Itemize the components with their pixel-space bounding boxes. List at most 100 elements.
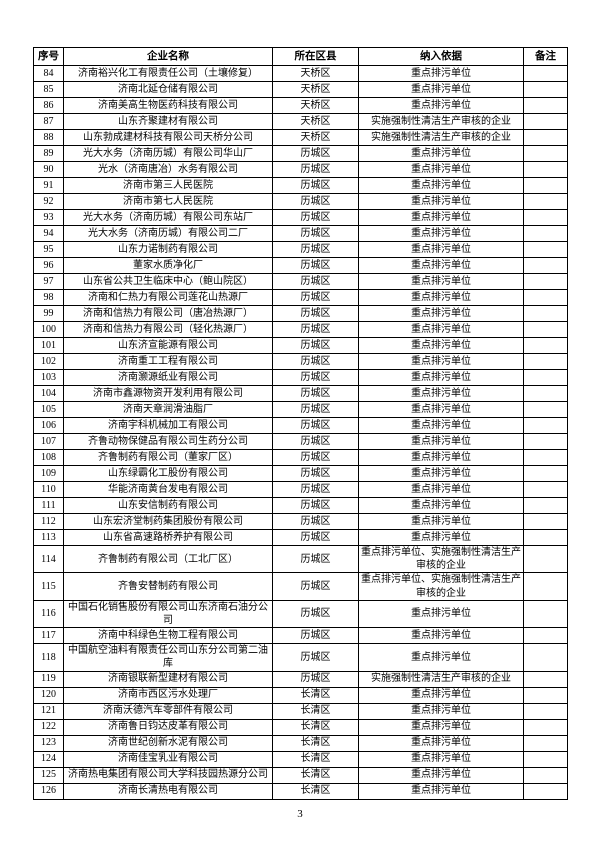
- cell-remark: [523, 782, 568, 800]
- cell-remark: [523, 686, 568, 704]
- table-row: 91 济南市第三人民医院 历城区 重点排污单位: [33, 177, 568, 194]
- cell-district: 长清区: [272, 766, 359, 784]
- cell-remark: [523, 145, 568, 162]
- column-header-remark: 备注: [523, 47, 568, 66]
- cell-remark: [523, 129, 568, 146]
- column-header-no: 序号: [33, 47, 64, 66]
- cell-remark: [523, 481, 568, 498]
- cell-company-name: 济南鲁日钧达皮革有限公司: [63, 718, 273, 736]
- cell-basis: 重点排污单位: [358, 369, 524, 386]
- cell-remark: [523, 289, 568, 306]
- table-row: 98 济南和仁热力有限公司莲花山热源厂 历城区 重点排污单位: [33, 289, 568, 306]
- cell-no: 108: [33, 449, 64, 466]
- table-row: 126 济南长清热电有限公司 长清区 重点排污单位: [33, 782, 568, 800]
- cell-no: 90: [33, 161, 64, 178]
- cell-company-name: 山东齐聚建材有限公司: [63, 113, 273, 130]
- cell-basis: 重点排污单位: [358, 337, 524, 354]
- cell-company-name: 济南市西区污水处理厂: [63, 686, 273, 704]
- cell-remark: [523, 766, 568, 784]
- cell-remark: [523, 225, 568, 242]
- cell-remark: [523, 643, 568, 672]
- cell-district: 历城区: [272, 241, 359, 258]
- cell-no: 119: [33, 670, 64, 688]
- cell-basis: 重点排污单位: [358, 209, 524, 226]
- cell-no: 103: [33, 369, 64, 386]
- cell-district: 历城区: [272, 321, 359, 338]
- cell-remark: [523, 321, 568, 338]
- cell-company-name: 济南世纪创新水泥有限公司: [63, 734, 273, 752]
- cell-remark: [523, 113, 568, 130]
- cell-no: 86: [33, 97, 64, 114]
- cell-company-name: 济南市鑫源物资开发利用有限公司: [63, 385, 273, 402]
- cell-remark: [523, 81, 568, 98]
- table-row: 95 山东力诺制药有限公司 历城区 重点排污单位: [33, 241, 568, 258]
- cell-basis: 重点排污单位: [358, 449, 524, 466]
- cell-no: 102: [33, 353, 64, 370]
- cell-district: 天桥区: [272, 65, 359, 82]
- cell-remark: [523, 369, 568, 386]
- cell-remark: [523, 572, 568, 601]
- table-row: 122 济南鲁日钧达皮革有限公司 长清区 重点排污单位: [33, 718, 568, 736]
- cell-company-name: 中国航空油料有限责任公司山东分公司第二油库: [63, 643, 273, 672]
- cell-basis: 重点排污单位: [358, 782, 524, 800]
- cell-company-name: 光大水务（济南历城）有限公司东站厂: [63, 209, 273, 226]
- cell-basis: 重点排污单位、实施强制性清洁生产审核的企业: [358, 572, 524, 601]
- table-row: 87 山东齐聚建材有限公司 天桥区 实施强制性清洁生产审核的企业: [33, 113, 568, 130]
- cell-company-name: 济南中科绿色生物工程有限公司: [63, 627, 273, 645]
- cell-no: 97: [33, 273, 64, 290]
- cell-company-name: 济南和仁热力有限公司莲花山热源厂: [63, 289, 273, 306]
- cell-remark: [523, 544, 568, 574]
- cell-district: 历城区: [272, 449, 359, 466]
- table-row: 125 济南热电集团有限公司大学科技园热源分公司 长清区 重点排污单位: [33, 766, 568, 784]
- cell-basis: 重点排污单位: [358, 513, 524, 530]
- cell-remark: [523, 702, 568, 720]
- cell-district: 历城区: [272, 544, 359, 574]
- cell-company-name: 济南和信热力有限公司（唐冶热源厂）: [63, 305, 273, 322]
- table-row: 106 济南宇科机械加工有限公司 历城区 重点排污单位: [33, 417, 568, 434]
- cell-remark: [523, 750, 568, 768]
- cell-company-name: 山东宏济堂制药集团股份有限公司: [63, 513, 273, 530]
- table-row: 123 济南世纪创新水泥有限公司 长清区 重点排污单位: [33, 734, 568, 752]
- table-row: 93 光大水务（济南历城）有限公司东站厂 历城区 重点排污单位: [33, 209, 568, 226]
- cell-company-name: 济南美高生物医药科技有限公司: [63, 97, 273, 114]
- cell-district: 历城区: [272, 353, 359, 370]
- cell-district: 历城区: [272, 305, 359, 322]
- cell-company-name: 济南沃德汽车零部件有限公司: [63, 702, 273, 720]
- table-row: 89 光大水务（济南历城）有限公司华山厂 历城区 重点排污单位: [33, 145, 568, 162]
- cell-district: 天桥区: [272, 129, 359, 146]
- cell-no: 121: [33, 702, 64, 720]
- table-row: 105 济南天章润滑油脂厂 历城区 重点排污单位: [33, 401, 568, 418]
- cell-company-name: 齐鲁制药有限公司（董家厂区）: [63, 449, 273, 466]
- table-row: 109 山东绿霸化工股份有限公司 历城区 重点排污单位: [33, 465, 568, 482]
- cell-basis: 实施强制性清洁生产审核的企业: [358, 129, 524, 146]
- cell-basis: 重点排污单位: [358, 734, 524, 752]
- cell-basis: 重点排污单位: [358, 193, 524, 210]
- cell-company-name: 济南热电集团有限公司大学科技园热源分公司: [63, 766, 273, 784]
- cell-no: 123: [33, 734, 64, 752]
- table-row: 100 济南和信热力有限公司（轻化热源厂） 历城区 重点排污单位: [33, 321, 568, 338]
- table-row: 92 济南市第七人民医院 历城区 重点排污单位: [33, 193, 568, 210]
- cell-remark: [523, 670, 568, 688]
- cell-no: 124: [33, 750, 64, 768]
- cell-no: 84: [33, 65, 64, 82]
- cell-no: 98: [33, 289, 64, 306]
- table-row: 116 中国石化销售股份有限公司山东济南石油分公司 历城区 重点排污单位: [33, 599, 568, 629]
- cell-company-name: 济南北延仓储有限公司: [63, 81, 273, 98]
- table-row: 111 山东安信制药有限公司 历城区 重点排污单位: [33, 497, 568, 514]
- cell-remark: [523, 337, 568, 354]
- cell-basis: 重点排污单位: [358, 273, 524, 290]
- cell-no: 122: [33, 718, 64, 736]
- cell-remark: [523, 449, 568, 466]
- cell-basis: 重点排污单位、实施强制性清洁生产审核的企业: [358, 544, 524, 574]
- cell-district: 天桥区: [272, 97, 359, 114]
- cell-company-name: 齐鲁制药有限公司（工北厂区）: [63, 544, 273, 574]
- table-row: 117 济南中科绿色生物工程有限公司 历城区 重点排污单位: [33, 627, 568, 645]
- cell-company-name: 济南市第三人民医院: [63, 177, 273, 194]
- cell-basis: 重点排污单位: [358, 599, 524, 629]
- table-header-row: 序号 企业名称 所在区县 纳入依据 备注: [33, 47, 568, 66]
- cell-no: 94: [33, 225, 64, 242]
- cell-basis: 重点排污单位: [358, 643, 524, 672]
- cell-company-name: 济南灏源纸业有限公司: [63, 369, 273, 386]
- cell-company-name: 齐鲁安替制药有限公司: [63, 572, 273, 601]
- cell-district: 历城区: [272, 369, 359, 386]
